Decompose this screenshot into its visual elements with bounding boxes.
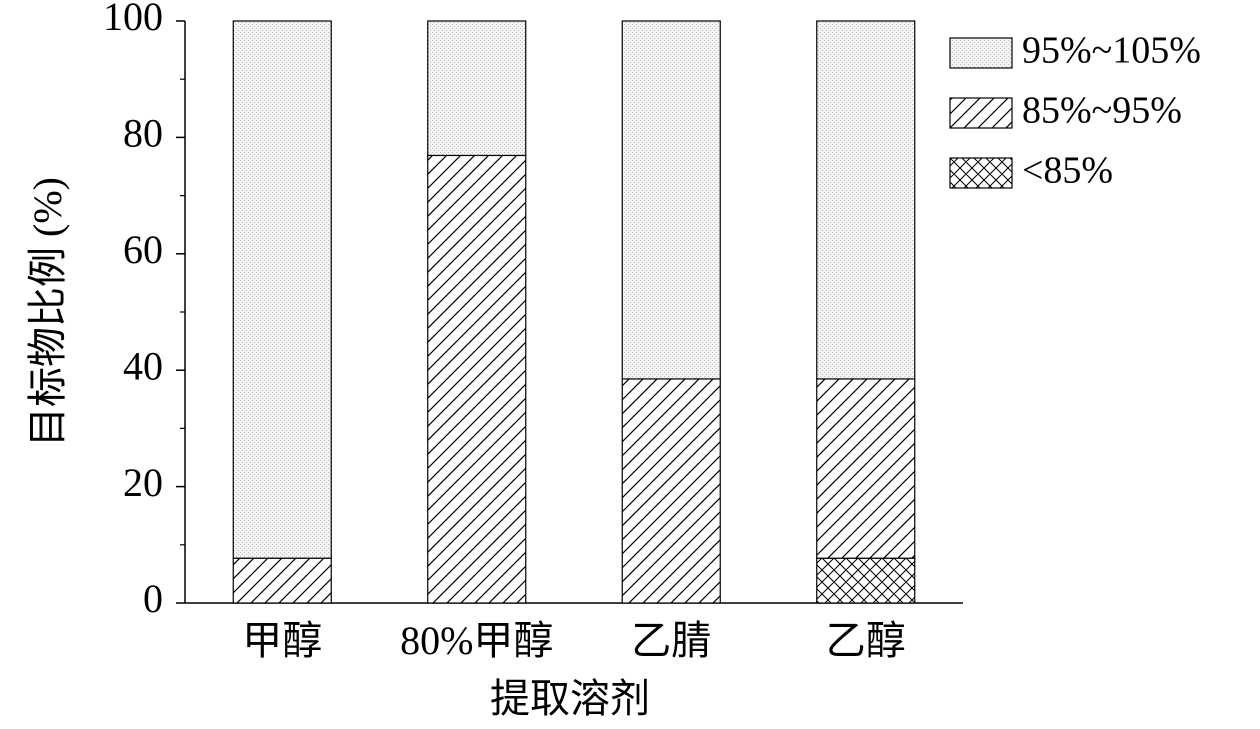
bar-segment <box>621 20 721 380</box>
y-tick-label: 60 <box>123 227 163 272</box>
x-axis-title: 提取溶剂 <box>490 676 650 721</box>
legend-swatch <box>949 37 1013 69</box>
x-tick-label: 80%甲醇 <box>400 618 553 663</box>
legend-label: <85% <box>1022 150 1113 192</box>
legend-swatch <box>949 97 1013 129</box>
bar-segment <box>816 20 916 380</box>
x-tick-label: 甲醇 <box>242 618 322 663</box>
y-tick-label: 0 <box>143 576 163 621</box>
bar-segment <box>816 557 916 604</box>
bar-segment <box>816 378 916 559</box>
legend-swatch <box>949 157 1013 189</box>
legend-label: 95%~105% <box>1022 30 1201 72</box>
y-tick-label: 40 <box>123 343 163 388</box>
x-tick-label: 乙醇 <box>826 618 906 663</box>
bar-segment <box>427 20 527 157</box>
legend-label: 85%~95% <box>1022 90 1182 132</box>
bar-segment <box>232 557 332 604</box>
bar-segment <box>621 378 721 604</box>
y-tick-label: 80 <box>123 111 163 156</box>
y-tick-label: 20 <box>123 460 163 505</box>
x-tick-label: 乙腈 <box>631 618 711 663</box>
bar-segment <box>232 20 332 559</box>
bar-segment <box>427 154 527 604</box>
y-tick-label: 100 <box>103 0 163 39</box>
y-axis-title: 目标物比例 (%) <box>25 177 70 447</box>
